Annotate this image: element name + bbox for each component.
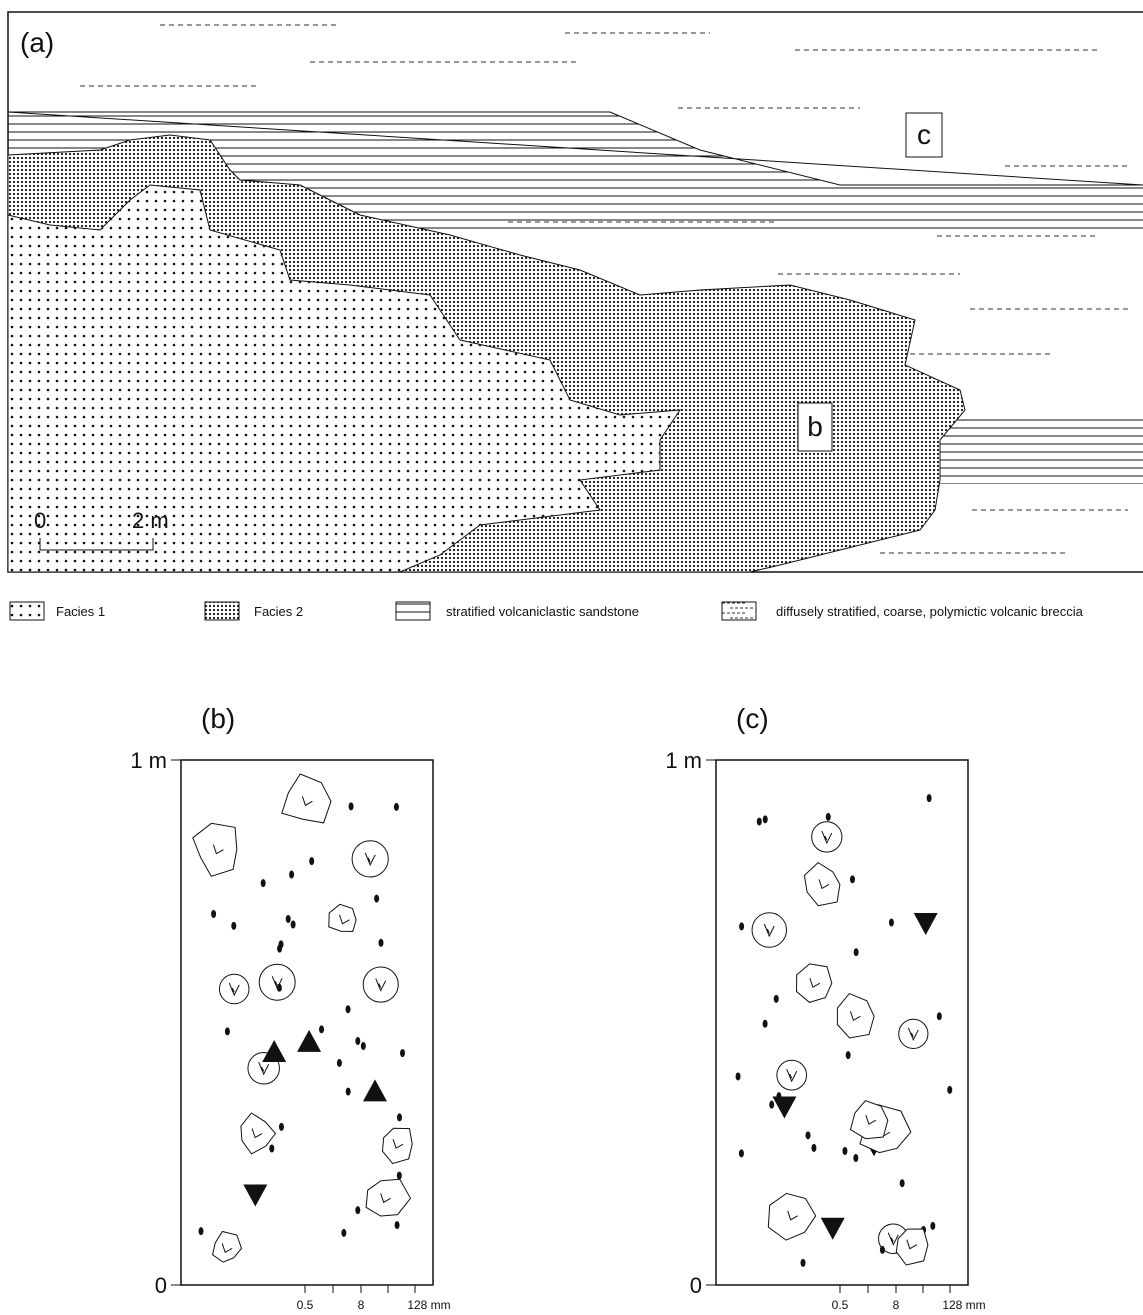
panel-label: (a) <box>20 27 54 58</box>
granule <box>309 857 314 865</box>
granule <box>801 1259 806 1267</box>
bottom-label: 0 <box>690 1273 702 1298</box>
granule <box>806 1131 811 1139</box>
granule <box>947 1086 952 1094</box>
granule <box>346 1088 351 1096</box>
granule <box>774 995 779 1003</box>
granule <box>269 1145 274 1153</box>
granule <box>854 948 859 956</box>
logs: (b) 1 m 0 0.5 8 128 mm (c) 1 m 0 0.5 8 128 mm <box>130 703 985 1312</box>
granule <box>739 922 744 930</box>
granule <box>337 1059 342 1067</box>
granule <box>769 1101 774 1109</box>
legend: Facies 1 Facies 2 stratified volcaniclas… <box>10 602 1084 620</box>
granule <box>199 1227 204 1235</box>
granule <box>341 1229 346 1237</box>
granule <box>319 1025 324 1033</box>
top-label: 1 m <box>130 748 167 773</box>
granule <box>927 794 932 802</box>
granule <box>757 818 762 826</box>
box-label: c <box>917 119 931 150</box>
granule <box>355 1206 360 1214</box>
granule <box>811 1144 816 1152</box>
log-label: (b) <box>201 703 235 734</box>
granule <box>937 1012 942 1020</box>
granule <box>900 1179 905 1187</box>
granule <box>763 815 768 823</box>
granule <box>842 1147 847 1155</box>
granule <box>349 802 354 810</box>
grain-size-label: 128 mm <box>942 1298 985 1312</box>
granule <box>826 813 831 821</box>
granule <box>346 1005 351 1013</box>
granule <box>378 939 383 947</box>
granule <box>736 1072 741 1080</box>
granule <box>261 879 266 887</box>
granule <box>355 1037 360 1045</box>
granule <box>277 945 282 953</box>
grain-size-label: 0.5 <box>297 1298 314 1312</box>
grain-size-label: 0.5 <box>832 1298 849 1312</box>
granule <box>225 1027 230 1035</box>
bottom-label: 0 <box>155 1273 167 1298</box>
box-label: b <box>807 411 823 442</box>
panel-a: (a) c b 0 2 m <box>8 12 1143 572</box>
granule <box>279 1123 284 1131</box>
granule <box>739 1149 744 1157</box>
granule <box>930 1222 935 1230</box>
legend-swatch <box>10 602 44 620</box>
legend-swatch <box>722 602 756 620</box>
grain-size-label: 8 <box>358 1298 365 1312</box>
log-column: (b) 1 m 0 0.5 8 128 mm <box>130 703 450 1312</box>
legend-label: Facies 1 <box>56 604 105 619</box>
granule <box>211 910 216 918</box>
granule <box>395 1221 400 1229</box>
granule <box>394 803 399 811</box>
grain-size-label: 128 mm <box>407 1298 450 1312</box>
scale-start: 0 <box>34 508 46 533</box>
stratified-layer-right <box>940 416 1143 484</box>
granule <box>291 920 296 928</box>
legend-swatch <box>396 602 430 620</box>
log-column: (c) 1 m 0 0.5 8 128 mm <box>665 703 985 1312</box>
legend-label: Facies 2 <box>254 604 303 619</box>
granule <box>397 1172 402 1180</box>
legend-label: diffusely stratified, coarse, polymictic… <box>776 604 1084 619</box>
granule <box>763 1020 768 1028</box>
granule <box>231 922 236 930</box>
legend-label: stratified volcaniclastic sandstone <box>446 604 639 619</box>
granule <box>846 1051 851 1059</box>
granule <box>889 919 894 927</box>
top-label: 1 m <box>665 748 702 773</box>
figure: (a) c b 0 2 m Facies 1 Facies 2 stratifi… <box>0 0 1143 1315</box>
granule <box>289 871 294 879</box>
scale-end: 2 m <box>132 508 169 533</box>
grain-size-label: 8 <box>893 1298 900 1312</box>
legend-swatch <box>205 602 239 620</box>
granule <box>850 875 855 883</box>
granule <box>286 915 291 923</box>
granule <box>400 1049 405 1057</box>
log-label: (c) <box>736 703 769 734</box>
granule <box>853 1154 858 1162</box>
granule <box>397 1113 402 1121</box>
granule <box>361 1042 366 1050</box>
granule <box>374 895 379 903</box>
